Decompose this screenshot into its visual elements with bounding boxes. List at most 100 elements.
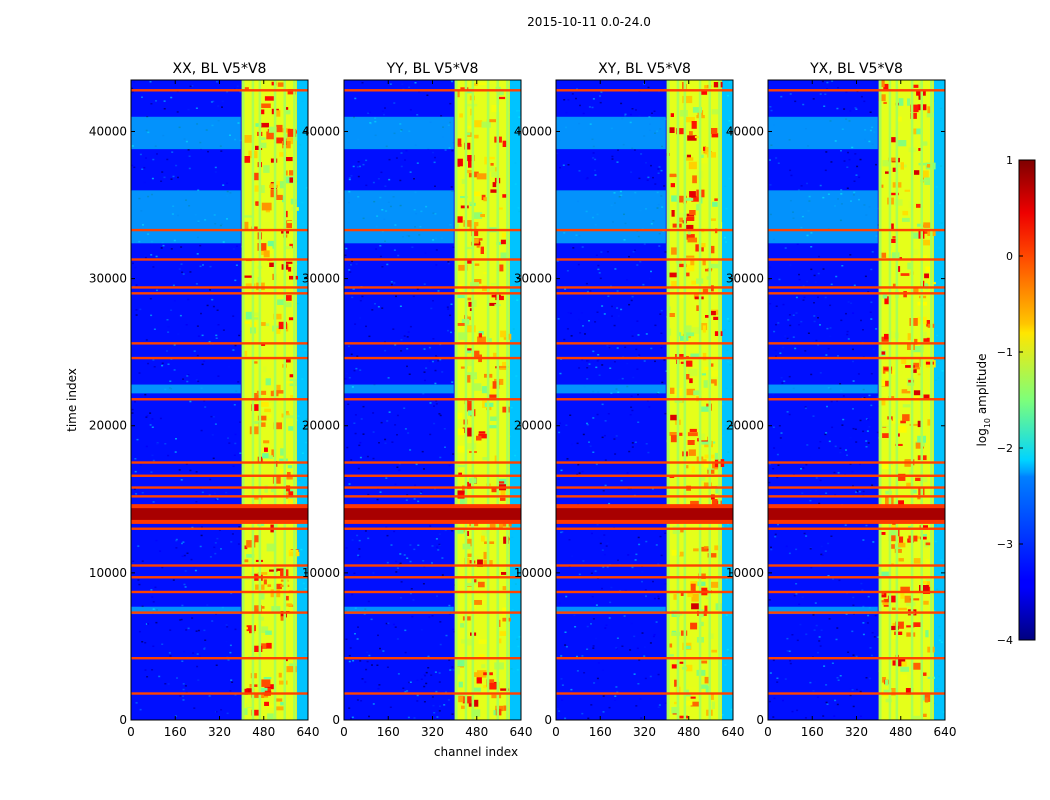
- cyan-time-band: [768, 384, 878, 394]
- figure-title: 2015-10-11 0.0-24.0: [527, 15, 651, 29]
- colorbar-tick-label: −4: [997, 634, 1013, 647]
- y-tick-label: 30000: [302, 272, 340, 286]
- strong-time-band: [768, 508, 945, 520]
- y-tick-label: 40000: [89, 124, 127, 138]
- panel-title: YX, BL V5*V8: [809, 61, 903, 77]
- x-tick-label: 640: [934, 725, 957, 739]
- y-tick-label: 20000: [514, 419, 552, 433]
- rfi-time-line: [556, 527, 733, 530]
- y-tick-label: 0: [119, 713, 127, 727]
- y-tick-label: 40000: [514, 124, 552, 138]
- x-tick-label: 640: [510, 725, 533, 739]
- y-tick-label: 40000: [302, 124, 340, 138]
- cyan-time-band: [131, 606, 241, 615]
- panel-xy: XY, BL V5*V8 0 160 320 480 640 0 10000 20000 3000…: [514, 61, 745, 739]
- rfi-time-line: [556, 692, 733, 695]
- rfi-time-line: [344, 590, 521, 594]
- colorbar-tick-label: −2: [997, 442, 1013, 455]
- colorbar-tick-label: 0: [1006, 250, 1013, 263]
- rfi-time-line: [768, 292, 945, 295]
- rfi-time-line: [344, 527, 521, 530]
- x-axis-label: channel index: [434, 745, 518, 759]
- rfi-time-line: [344, 576, 521, 579]
- colorbar-ticks: 1 0 −1 −2 −3 −4: [997, 154, 1023, 647]
- colorbar-tick-label: −3: [997, 538, 1013, 551]
- rfi-time-line: [556, 564, 733, 567]
- rfi-time-line: [768, 692, 945, 695]
- rfi-time-line: [768, 89, 945, 92]
- rfi-time-line: [768, 286, 945, 289]
- x-tick-label: 160: [377, 725, 400, 739]
- rfi-time-line: [556, 286, 733, 289]
- rfi-time-line: [768, 398, 945, 401]
- cyan-time-band: [131, 384, 241, 394]
- x-tick-label: 0: [552, 725, 560, 739]
- rfi-time-line: [344, 461, 521, 464]
- rfi-time-line: [344, 89, 521, 92]
- rfi-time-line: [131, 692, 308, 695]
- rfi-time-line: [131, 258, 308, 261]
- x-tick-label: 0: [127, 725, 135, 739]
- rfi-time-line: [131, 495, 308, 498]
- x-tick-label: 0: [340, 725, 348, 739]
- rfi-time-line: [768, 486, 945, 489]
- panel-title: XY, BL V5*V8: [598, 61, 691, 77]
- rfi-time-line: [344, 228, 521, 232]
- colorbar: 1 0 −1 −2 −3 −4 log10 amplitude: [975, 154, 1036, 647]
- rfi-time-line: [768, 356, 945, 360]
- cyan-time-band: [344, 606, 454, 615]
- rfi-time-line: [556, 576, 733, 579]
- rfi-time-line: [768, 527, 945, 530]
- rfi-time-line: [556, 495, 733, 498]
- rfi-time-line: [344, 474, 521, 477]
- cyan-time-band: [344, 190, 454, 244]
- x-tick-label: 480: [677, 725, 700, 739]
- cyan-time-band: [344, 384, 454, 394]
- rfi-time-line: [131, 564, 308, 567]
- colorbar-tick-label: 1: [1006, 154, 1013, 167]
- rfi-time-line: [131, 356, 308, 360]
- rfi-time-line: [131, 486, 308, 489]
- y-tick-label: 30000: [514, 272, 552, 286]
- x-tick-label: 480: [252, 725, 275, 739]
- rfi-time-line: [768, 657, 945, 660]
- rfi-time-line: [556, 398, 733, 401]
- rfi-time-line: [131, 576, 308, 579]
- colorbar-label: log10 amplitude: [975, 354, 992, 447]
- x-tick-label: 160: [164, 725, 187, 739]
- cyan-time-band: [131, 116, 241, 150]
- cyan-time-band: [768, 606, 878, 615]
- y-axis-label: time index: [65, 368, 79, 432]
- rfi-time-line: [556, 590, 733, 594]
- rfi-time-line: [344, 611, 521, 614]
- colorbar-tick-label: −1: [997, 346, 1013, 359]
- rfi-time-line: [556, 474, 733, 477]
- rfi-time-line: [131, 342, 308, 345]
- rfi-time-line: [344, 398, 521, 401]
- rfi-time-line: [768, 474, 945, 477]
- colorbar-label-main: log: [975, 428, 989, 446]
- y-tick-label: 10000: [302, 566, 340, 580]
- rfi-time-line: [344, 486, 521, 489]
- rfi-time-line: [344, 286, 521, 289]
- rfi-time-line: [131, 89, 308, 92]
- rfi-time-line: [556, 258, 733, 261]
- rfi-time-line: [344, 657, 521, 660]
- y-tick-label: 30000: [89, 272, 127, 286]
- rfi-time-line: [556, 657, 733, 660]
- rfi-time-line: [131, 398, 308, 401]
- rfi-time-line: [768, 590, 945, 594]
- rfi-time-line: [556, 228, 733, 232]
- rfi-time-line: [344, 356, 521, 360]
- x-tick-label: 320: [208, 725, 231, 739]
- y-tick-label: 10000: [89, 566, 127, 580]
- rfi-time-line: [768, 461, 945, 464]
- y-tick-label: 10000: [514, 566, 552, 580]
- rfi-time-line: [344, 258, 521, 261]
- rfi-time-line: [131, 228, 308, 232]
- x-tick-label: 0: [764, 725, 772, 739]
- x-tick-label: 640: [722, 725, 745, 739]
- rfi-time-line: [768, 576, 945, 579]
- x-tick-label: 320: [845, 725, 868, 739]
